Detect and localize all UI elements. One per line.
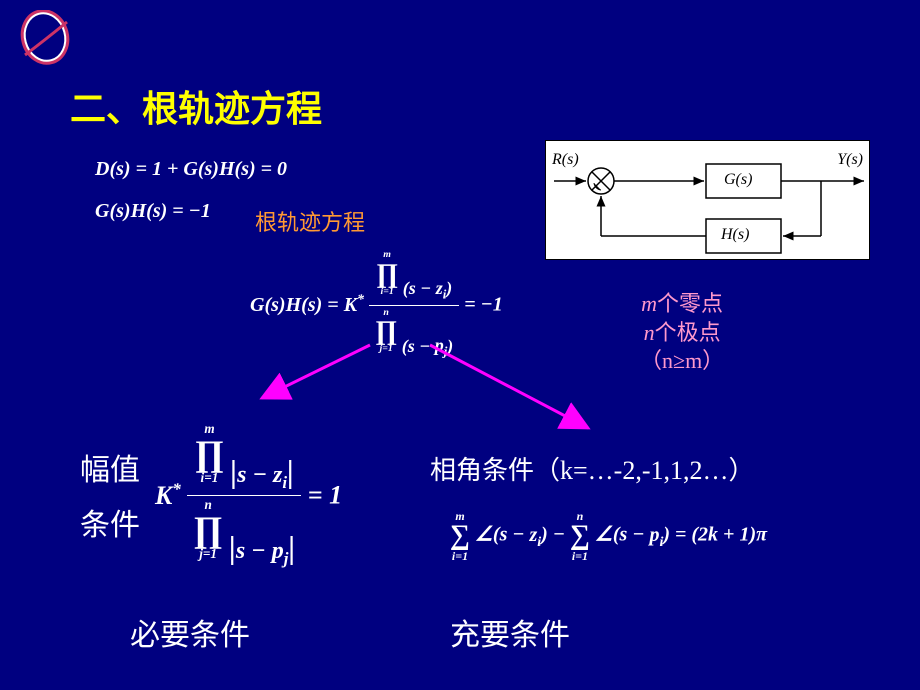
equation-angle: m∑i=1 ∠(s − zi) − n∑i=1 ∠(s − pi) = (2k … [450, 510, 767, 562]
diagram-input-label: R(s) [552, 151, 579, 169]
magnitude-label-2: 条件 [80, 500, 140, 544]
slide-title: 二、根轨迹方程 [70, 80, 322, 132]
root-locus-equation-label: 根轨迹方程 [255, 205, 365, 237]
diagram-h-label: H(s) [721, 226, 749, 244]
block-diagram: R(s) Y(s) G(s) H(s) [545, 140, 870, 260]
diagram-output-label: Y(s) [837, 151, 863, 169]
equation-magnitude: K* m∏i=1 |s − zi| n∏j=1 |s − pj| = 1 [155, 420, 342, 571]
equation-root-locus: G(s)H(s) = K* m∏i=1 (s − zi) n∏j=1 (s − … [250, 248, 503, 362]
magnitude-label-1: 幅值 [80, 445, 140, 489]
equation-characteristic: D(s) = 1 + G(s)H(s) = 0 [95, 158, 287, 181]
sufficient-condition-label: 充要条件 [450, 610, 570, 654]
angle-condition-label: 相角条件（k=…-2,-1,1,2…） [430, 450, 754, 487]
equation-gh-minus1: G(s)H(s) = −1 [95, 200, 211, 223]
diagram-g-label: G(s) [724, 171, 752, 189]
necessary-condition-label: 必要条件 [130, 610, 250, 654]
logo-icon [15, 10, 75, 65]
zeros-poles-note: m个零点 n个极点 （n≥m） [640, 290, 724, 376]
